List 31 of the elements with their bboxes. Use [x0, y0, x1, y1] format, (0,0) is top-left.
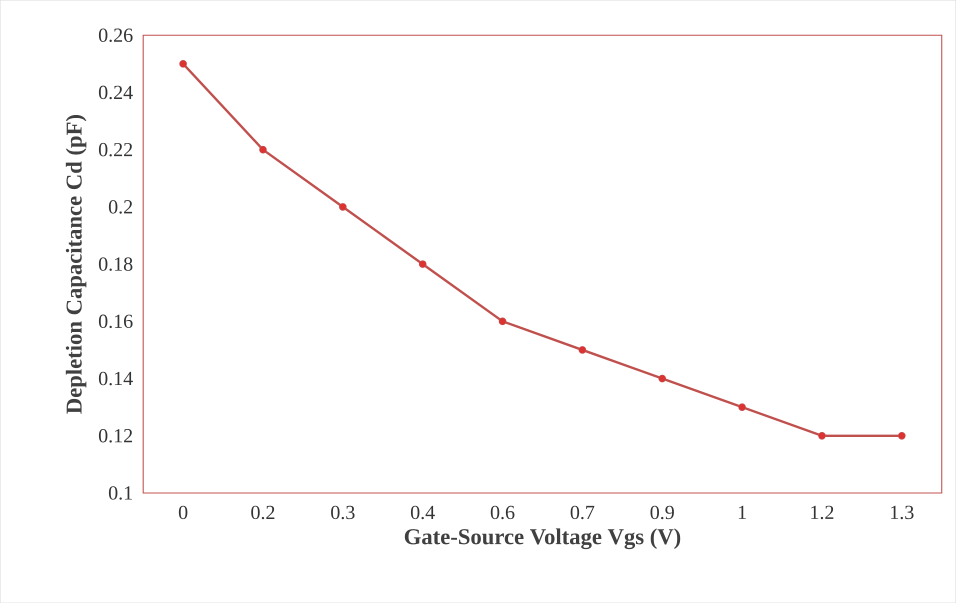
y-tick-label: 0.24 [98, 86, 133, 100]
x-tick-label: 1 [738, 506, 746, 519]
x-tick-label: 1.2 [811, 506, 834, 520]
x-tick-label: 0.6 [490, 506, 514, 520]
x-tick-label: 0.7 [570, 506, 594, 520]
point [658, 374, 666, 382]
x-tick-label: 0 [178, 506, 188, 520]
point [418, 260, 426, 268]
y-tick-label: 0.16 [98, 314, 133, 328]
point [498, 317, 506, 326]
x-tick-label: 0.4 [410, 506, 435, 520]
y-tick-label: 0.1 [108, 486, 132, 500]
point [738, 403, 746, 411]
y-tick-label: 0.14 [98, 372, 133, 386]
y-tick-label: 0.22 [98, 142, 132, 156]
x-axis-title: Gate-Source Voltage Vgs (V) [404, 528, 680, 550]
x-tick-label: 1.3 [891, 506, 914, 520]
y-tick-label: 0.12 [98, 428, 132, 442]
point [578, 346, 586, 354]
point [898, 432, 906, 440]
x-tick-label: 0.3 [331, 506, 355, 520]
x-tick-label: 0.9 [650, 506, 674, 520]
y-axis-title: Depletion Capacitance Cd (pF) [66, 114, 86, 414]
point [339, 203, 347, 211]
point [259, 146, 267, 154]
x-tick-label: 0.2 [251, 506, 274, 520]
point [818, 432, 826, 440]
y-tick-label: 0.26 [98, 28, 133, 42]
point [179, 60, 187, 68]
y-tick-label: 0.18 [98, 257, 132, 271]
y-tick-label: 0.2 [108, 200, 132, 214]
